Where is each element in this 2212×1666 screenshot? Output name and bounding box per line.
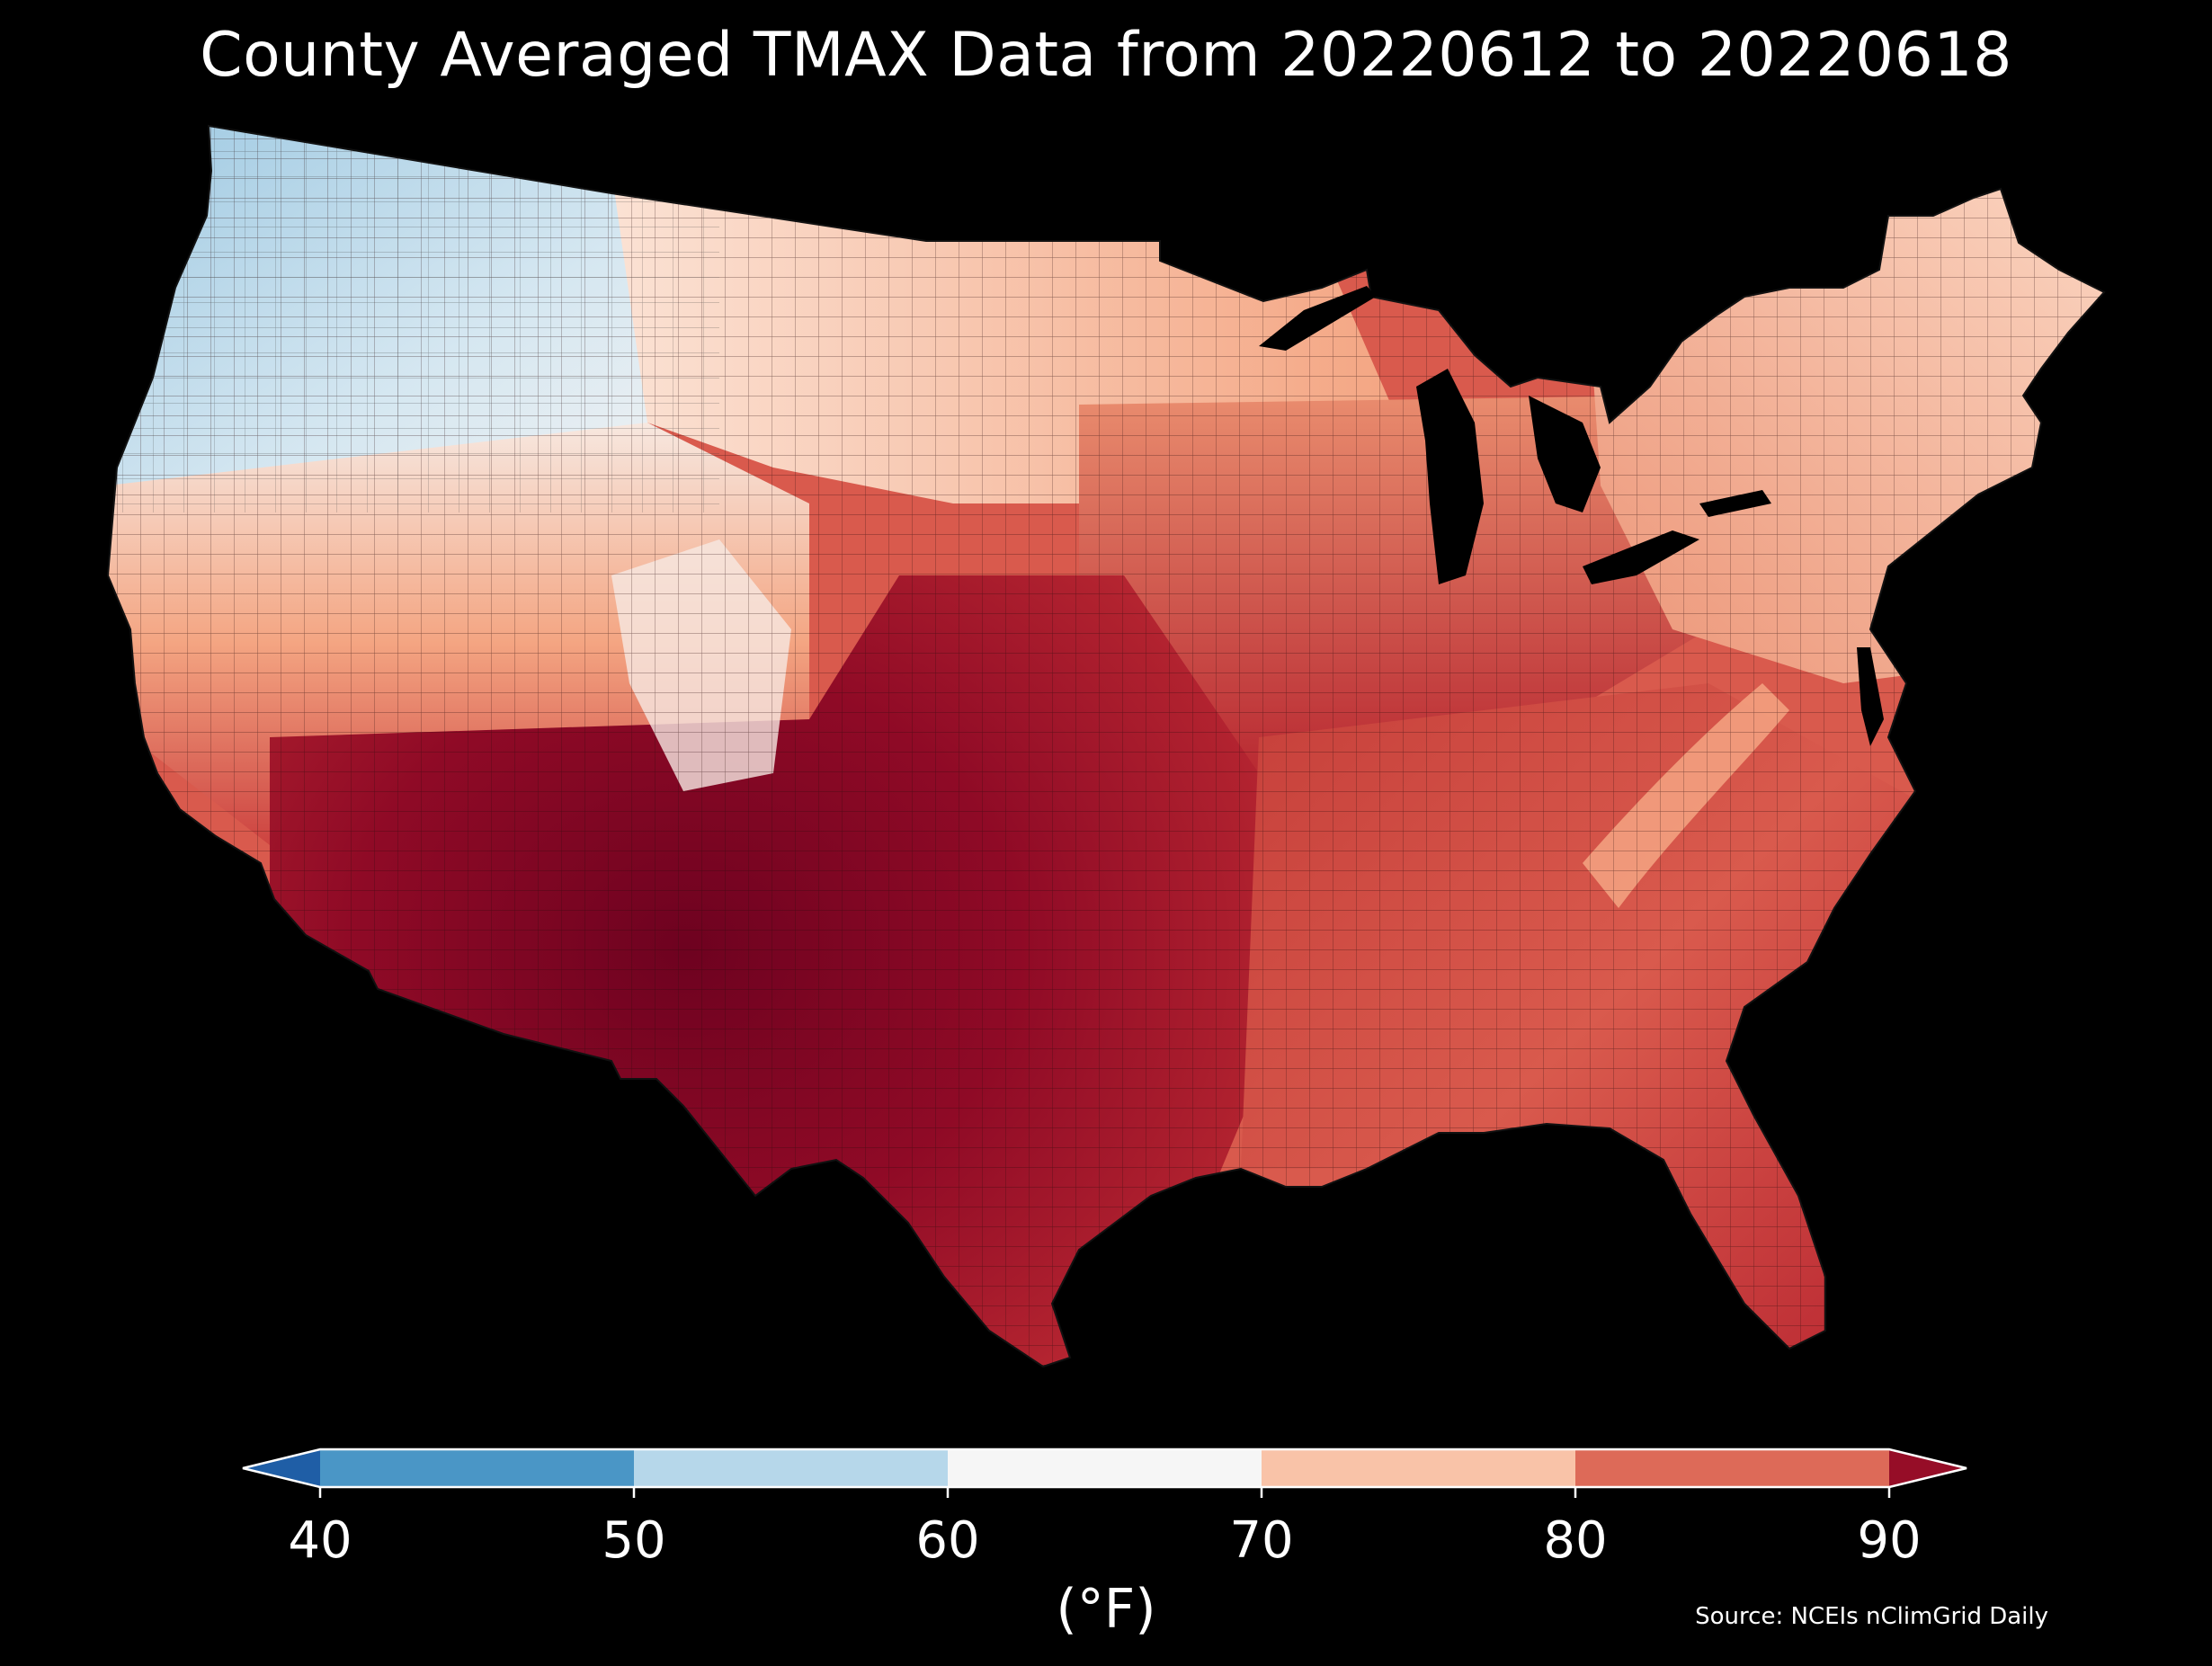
colorbar-under-arrow [243, 1449, 320, 1487]
chesapeake-bay [1857, 647, 1884, 746]
colorbar-tick-70: 70 [1229, 1511, 1294, 1570]
colorbar-bin-70-80 [1262, 1449, 1575, 1487]
source-note: Source: NCEIs nClimGrid Daily [1695, 1603, 2048, 1630]
colorbar-units-label: (°F) [1056, 1578, 1156, 1641]
colorbar-bin-50-60 [634, 1449, 948, 1487]
colorbar-bin-80-90 [1575, 1449, 1889, 1487]
colorbar-bin-60-70 [948, 1449, 1262, 1487]
colorbar-tick-50: 50 [602, 1511, 666, 1570]
lake-superior [1259, 286, 1376, 351]
colorbar-bin-40-50 [320, 1449, 634, 1487]
colorbar-tick-90: 90 [1857, 1511, 1922, 1570]
colorbar-tick-80: 80 [1543, 1511, 1608, 1570]
colorbar-over-arrow [1889, 1449, 1967, 1487]
great-lakes [1259, 286, 1884, 746]
lake-erie [1583, 530, 1699, 584]
lake-huron [1529, 396, 1601, 512]
lake-michigan [1416, 369, 1484, 584]
lake-ontario [1699, 490, 1771, 517]
map-title: County Averaged TMAX Data from 20220612 … [200, 20, 2012, 91]
colorbar-tick-60: 60 [915, 1511, 980, 1570]
colorbar-tick-40: 40 [288, 1511, 352, 1570]
